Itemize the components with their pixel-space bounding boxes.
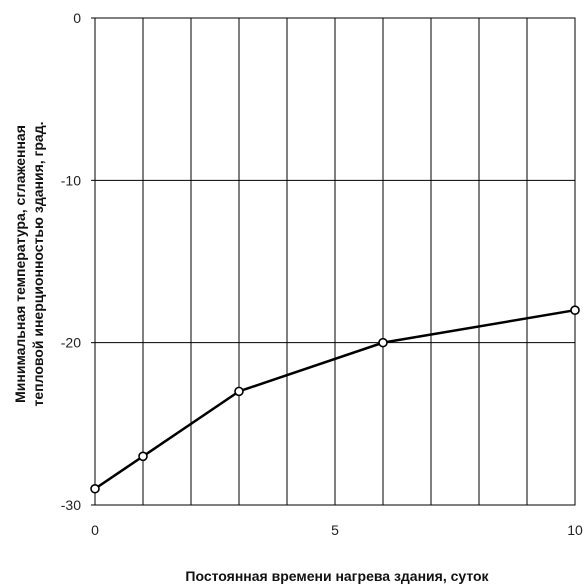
plot-area-border	[94, 17, 576, 506]
x-axis-label: Постоянная времени нагрева здания, суток	[185, 568, 489, 584]
data-point	[570, 305, 580, 316]
y-tick-label: -30	[61, 497, 81, 513]
data-point	[90, 483, 100, 494]
axes-layer	[91, 17, 576, 506]
data-point	[234, 386, 244, 397]
y-axis-label-line-2: тепловой инерционностью здания, град.	[30, 122, 46, 407]
data-point	[138, 451, 148, 462]
x-tick-label: 0	[91, 522, 99, 538]
series-layer	[90, 305, 580, 494]
data-point	[378, 337, 388, 348]
tick-labels: 0 -10 -20 -30 0 5 10	[61, 10, 583, 538]
y-tick-label: -10	[61, 172, 81, 188]
y-tick-label: 0	[73, 10, 81, 26]
x-tick-label: 5	[331, 522, 339, 538]
grid-layer	[95, 18, 575, 505]
y-tick-label: -20	[61, 335, 81, 351]
x-tick-label: 10	[567, 522, 583, 538]
y-axis-label-line-1: Минимальная температура, сглаженная	[12, 125, 28, 403]
